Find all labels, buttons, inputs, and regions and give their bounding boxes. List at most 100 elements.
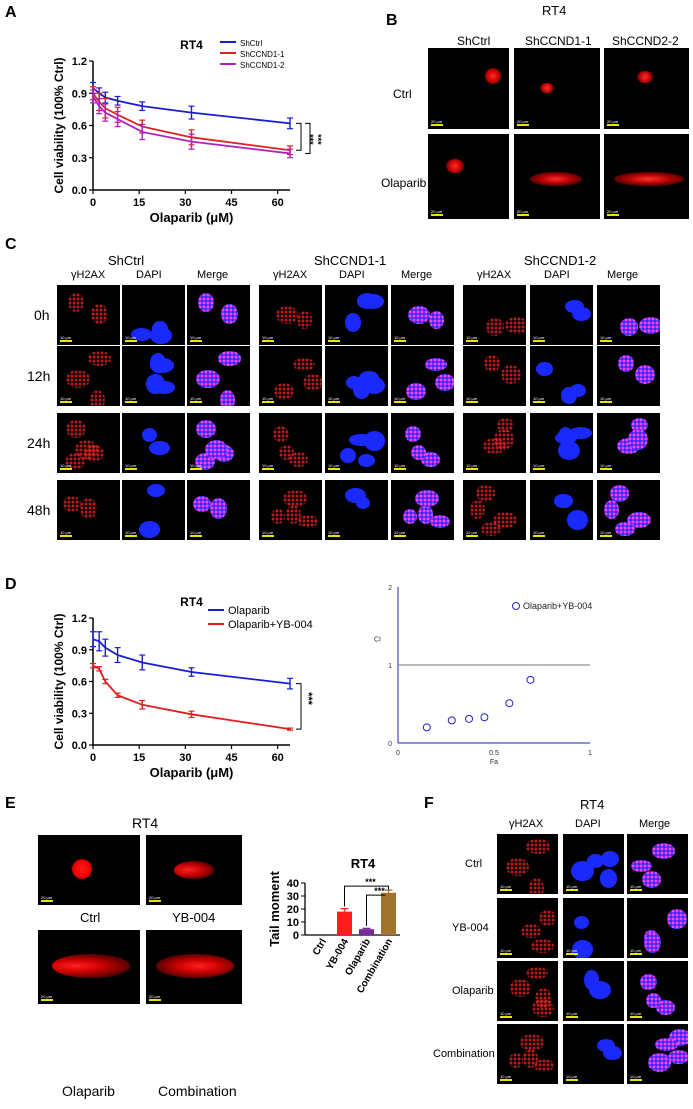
nucleus [510,979,532,997]
scale-bar [394,401,406,403]
panel-label-a: A [5,4,17,21]
if-image: 10 μm [122,285,185,345]
scale-bar-label: 20 μm [41,994,53,999]
comet-image-ctrl: 20 μm [38,835,140,905]
scale-bar [500,953,512,955]
channel-label: DAPI [544,269,570,281]
if-image: 10 μm [627,834,688,894]
nucleus [520,1034,544,1051]
scale-bar-label: 10 μm [466,335,478,340]
nucleus [357,453,375,467]
scale-bar [500,1016,512,1018]
scale-bar [607,124,619,126]
panel-b-col-shccnd2-2: ShCCND2-2 [612,34,679,48]
if-image: 10 μm [57,285,120,345]
channel-label: γH2AX [273,269,308,281]
panel-e-img-olaparib: Olaparib [62,1083,115,1099]
scale-bar [125,340,137,342]
scale-bar-label: 10 μm [600,463,612,468]
nucleus [363,377,385,395]
scale-bar-label: 10 μm [60,396,72,401]
scale-bar-label: 10 μm [533,530,545,535]
x-tick-label: 0 [90,752,96,764]
if-image: 10 μm [463,480,526,540]
nucleus [404,425,422,443]
scale-bar-label: 10 μm [600,335,612,340]
nucleus [406,382,426,401]
nucleus [296,310,313,330]
viability-chart-a: RT4 0.0 0.3 0.6 0.9 1.2 0 15 30 45 60 Olaparib (μM)… [52,38,323,225]
nucleus [344,312,362,332]
ci-scatter-chart: 0 1 2 0 0.5 1 Fa CI Olaparib+YB-004 [374,585,592,766]
ci-point [505,699,514,708]
significance-stars: *** [365,877,376,887]
chart-title: RT4 [351,856,376,871]
nucleus [402,508,417,525]
nucleus [654,1038,679,1051]
scale-bar [566,889,578,891]
scale-bar [600,535,612,537]
scale-bar-label: 10 μm [125,463,137,468]
legend-marker [512,602,520,610]
if-image: 10 μm [597,413,660,473]
x-tick-label: 45 [225,752,237,764]
scale-bar [60,468,72,470]
comet-blob [485,68,501,84]
scale-bar [328,535,340,537]
nucleus [67,292,84,312]
legend-label: Olaparib [228,605,270,617]
nucleus [149,353,166,374]
channel-label: Merge [197,269,229,281]
significance-stars: *** [313,134,323,145]
nucleus [63,495,81,513]
nucleus [297,515,318,529]
comet-blob [637,71,653,83]
nucleus [356,496,371,510]
nucleus [532,999,555,1018]
scale-bar [466,468,478,470]
comet-image-yb-004: 20 μm [146,835,242,905]
nucleus [588,980,611,999]
scale-bar [149,999,161,1001]
scale-bar [190,340,202,342]
panel-b-row-ctrl: Ctrl [393,87,412,101]
significance-bracket [366,894,386,926]
legend-label: ShCCND1-2 [240,61,285,70]
x-tick-label: 15 [133,752,145,764]
time-row-label: 12h [27,368,51,384]
scale-bar [328,468,340,470]
nucleus [90,389,106,406]
scale-bar-label: 10 μm [190,335,202,340]
scale-bar-label: 10 μm [190,463,202,468]
scale-bar-label: 20 μm [41,895,53,900]
panel-f-title: RT4 [580,797,605,812]
x-tick-label: 0.5 [489,750,499,757]
nucleus [197,292,214,312]
x-tick-label: 1 [588,750,592,757]
legend-label: ShCCND1-1 [240,50,285,59]
if-image: 10 μm [597,480,660,540]
x-tick-label: 45 [225,197,237,209]
nucleus [130,328,153,342]
nucleus [538,909,557,926]
channel-label: γH2AX [477,269,512,281]
significance-stars: *** [305,134,315,145]
series-line-1 [92,638,291,685]
scale-bar-label: 20 μm [431,119,443,124]
panel-label-b: B [386,12,398,29]
nucleus [274,382,294,401]
scale-bar [630,1016,642,1018]
nucleus [74,439,99,459]
comet-blob [446,159,464,173]
comet-blob [72,859,92,879]
scale-bar [466,535,478,537]
nucleus [270,508,285,525]
ci-point [526,675,535,684]
nucleus [220,389,236,406]
nucleus [217,351,241,366]
scale-bar [566,1016,578,1018]
if-image: 10 μm [325,285,388,345]
significance-bracket [305,122,311,154]
comet-blob [614,172,684,186]
y-tick-label: 40 [287,878,299,890]
